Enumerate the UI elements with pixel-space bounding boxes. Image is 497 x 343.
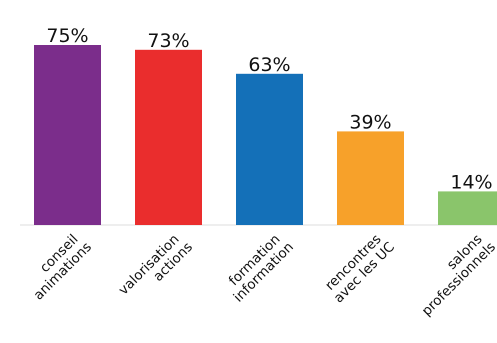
value-labels-group: 75% 73% 63% 39% 14%	[46, 25, 492, 193]
bar-2	[135, 49, 202, 225]
value-label-2: 73%	[147, 30, 189, 52]
bar-3	[236, 73, 303, 225]
bar-4	[337, 131, 404, 225]
value-label-5: 14%	[450, 171, 492, 193]
value-label-4: 39%	[349, 111, 391, 133]
value-label-1: 75%	[46, 25, 88, 47]
bar-1	[34, 45, 101, 225]
bars-group	[34, 45, 497, 225]
bar-5	[438, 191, 497, 225]
value-label-3: 63%	[248, 54, 290, 76]
